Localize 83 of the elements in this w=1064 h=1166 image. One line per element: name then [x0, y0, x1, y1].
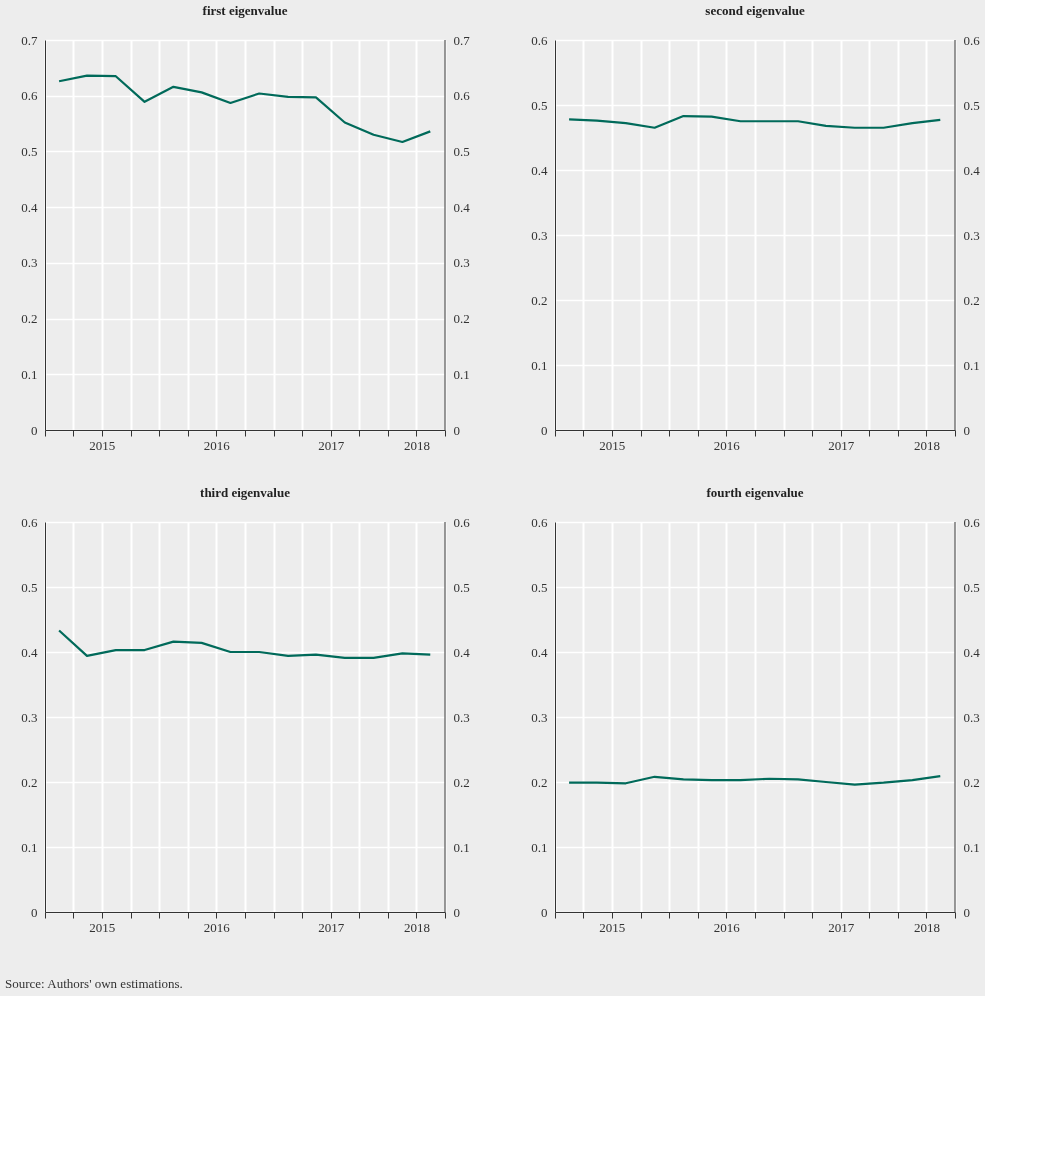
y2-tick-label: 0 [453, 904, 460, 920]
y-tick-label: 0.3 [21, 255, 38, 271]
x-tick-label: 2018 [914, 919, 940, 935]
x-tick-label: 2015 [89, 437, 116, 453]
chart-title: third eigenvalue [200, 485, 291, 500]
y-tick-label: 0.5 [531, 97, 548, 113]
y-tick-label: 0 [31, 904, 38, 920]
y2-tick-label: 0 [453, 422, 460, 438]
y-tick-label: 0.5 [21, 143, 38, 159]
x-tick-label: 2015 [599, 919, 626, 935]
y2-tick-label: 0.1 [453, 839, 470, 855]
y-tick-label: 0 [541, 422, 548, 438]
y2-tick-label: 0.1 [453, 366, 470, 382]
y-tick-label: 0 [541, 904, 548, 920]
x-tick-label: 2016 [203, 919, 231, 935]
y-tick-label: 0.1 [21, 839, 38, 855]
y-tick-label: 0.2 [21, 311, 38, 327]
y-tick-label: 0.5 [21, 579, 38, 595]
y2-tick-label: 0.3 [963, 227, 980, 243]
y-tick-label: 0.3 [531, 709, 548, 725]
y2-tick-label: 0.2 [453, 774, 470, 790]
y-tick-label: 0.2 [21, 774, 38, 790]
y2-tick-label: 0.2 [453, 311, 470, 327]
x-tick-label: 2017 [828, 437, 855, 453]
x-tick-label: 2017 [828, 919, 855, 935]
x-tick-label: 2015 [599, 437, 626, 453]
y-tick-label: 0.4 [531, 162, 548, 178]
y-tick-label: 0.2 [531, 292, 548, 308]
y-tick-label: 0.6 [21, 514, 38, 530]
y-tick-label: 0.6 [531, 514, 548, 530]
y-tick-label: 0.2 [531, 774, 548, 790]
y2-tick-label: 0.5 [963, 579, 980, 595]
y2-tick-label: 0.4 [963, 162, 981, 178]
y2-tick-label: 0.6 [453, 514, 471, 530]
x-tick-label: 2018 [404, 919, 430, 935]
y2-tick-label: 0.4 [963, 644, 981, 660]
y-tick-label: 0.6 [531, 32, 548, 48]
chart-title: first eigenvalue [202, 3, 288, 18]
y2-tick-label: 0.1 [963, 839, 980, 855]
y2-tick-label: 0.5 [963, 97, 980, 113]
chart-title: fourth eigenvalue [706, 485, 804, 500]
x-tick-label: 2017 [318, 919, 345, 935]
x-tick-label: 2015 [89, 919, 116, 935]
y2-tick-label: 0.3 [963, 709, 980, 725]
y-tick-label: 0.1 [531, 357, 548, 373]
y2-tick-label: 0.6 [963, 514, 981, 530]
y2-tick-label: 0.2 [963, 774, 980, 790]
y2-tick-label: 0 [963, 422, 970, 438]
y2-tick-label: 0.6 [453, 88, 471, 104]
y-tick-label: 0.1 [21, 366, 38, 382]
x-tick-label: 2016 [713, 437, 741, 453]
y-tick-label: 0.7 [21, 32, 38, 48]
x-tick-label: 2016 [713, 919, 741, 935]
y-tick-label: 0.4 [21, 199, 38, 215]
x-tick-label: 2018 [914, 437, 940, 453]
line-series [58, 629, 432, 659]
y2-tick-label: 0 [963, 904, 970, 920]
y2-tick-label: 0.5 [453, 143, 470, 159]
y-tick-label: 0.1 [531, 839, 548, 855]
y2-tick-label: 0.3 [453, 255, 470, 271]
source-note: Source: Authors' own estimations. [5, 976, 183, 991]
x-tick-label: 2016 [203, 437, 231, 453]
line-series [58, 74, 432, 144]
y2-tick-label: 0.4 [453, 199, 471, 215]
y-tick-label: 0.4 [531, 644, 548, 660]
chart-title: second eigenvalue [705, 3, 805, 18]
line-series [568, 775, 942, 786]
y-tick-label: 0.3 [21, 709, 38, 725]
x-tick-label: 2017 [318, 437, 345, 453]
y2-tick-label: 0.2 [963, 292, 980, 308]
y2-tick-label: 0.7 [453, 32, 471, 48]
y-tick-label: 0.3 [531, 227, 548, 243]
y-tick-label: 0.6 [21, 88, 38, 104]
y2-tick-label: 0.4 [453, 644, 471, 660]
y2-tick-label: 0.6 [963, 32, 981, 48]
y-tick-label: 0.5 [531, 579, 548, 595]
y-tick-label: 0 [31, 422, 38, 438]
y2-tick-label: 0.3 [453, 709, 470, 725]
x-tick-label: 2018 [404, 437, 430, 453]
y2-tick-label: 0.1 [963, 357, 980, 373]
y2-tick-label: 0.5 [453, 579, 470, 595]
line-series [568, 114, 942, 129]
y-tick-label: 0.4 [21, 644, 38, 660]
